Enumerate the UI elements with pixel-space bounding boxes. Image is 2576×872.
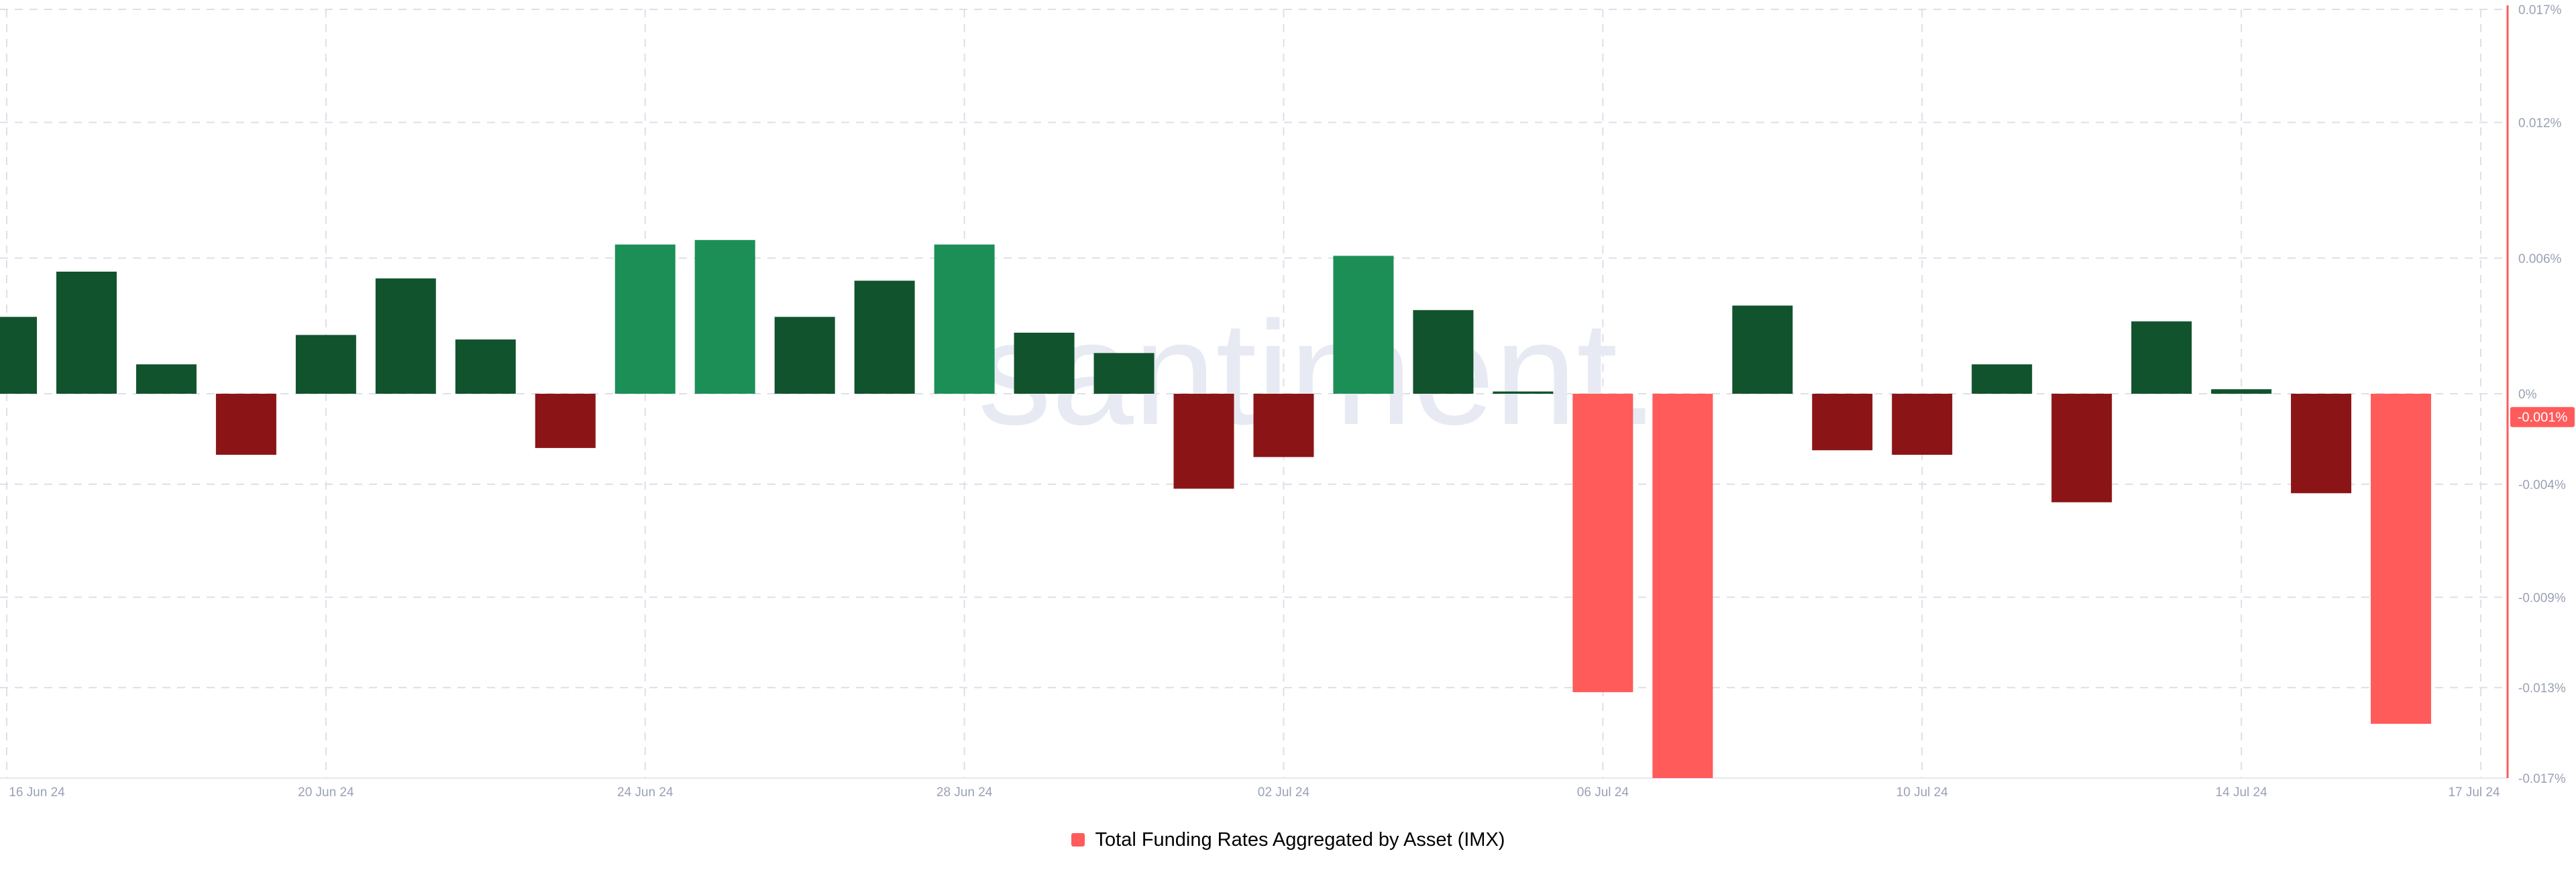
bar[interactable] xyxy=(535,394,596,448)
bar[interactable] xyxy=(0,317,37,394)
y-tick-label: 0.006% xyxy=(2518,252,2562,266)
chart-canvas: santiment. 16 Jun 24 20 Jun 24 24 Jun 24 28… xyxy=(0,3,2575,800)
bar[interactable] xyxy=(215,394,276,455)
x-tick-label: 24 Jun 24 xyxy=(617,785,674,800)
x-axis: 16 Jun 24 20 Jun 24 24 Jun 24 28 Jun 24 02 J… xyxy=(9,785,2500,800)
bar[interactable] xyxy=(2131,321,2192,394)
current-value-badge-bg xyxy=(2510,406,2575,427)
bar[interactable] xyxy=(1812,394,1873,451)
bar[interactable] xyxy=(934,244,995,394)
bar[interactable] xyxy=(1572,394,1633,692)
x-tick-label: 28 Jun 24 xyxy=(936,785,993,800)
y-tick-label: -0.013% xyxy=(2518,682,2566,696)
y-tick-label: -0.017% xyxy=(2518,772,2566,786)
bar[interactable] xyxy=(2371,394,2432,724)
bar[interactable] xyxy=(1493,391,1554,394)
y-tick-label: 0.017% xyxy=(2518,3,2562,17)
bar[interactable] xyxy=(1253,394,1314,457)
bar[interactable] xyxy=(1333,256,1394,394)
x-tick-label: 14 Jul 24 xyxy=(2216,785,2268,800)
legend-swatch xyxy=(1071,833,1085,847)
x-tick-label: 02 Jul 24 xyxy=(1258,785,1310,800)
bar[interactable] xyxy=(1093,353,1155,394)
y-tick-label: 0% xyxy=(2518,388,2537,402)
legend[interactable]: Total Funding Rates Aggregated by Asset … xyxy=(0,820,2576,860)
x-tick-label: 06 Jul 24 xyxy=(1577,785,1629,800)
bar[interactable] xyxy=(56,271,117,394)
current-value-label: -0.001% xyxy=(2518,411,2568,425)
x-tick-label: 16 Jun 24 xyxy=(9,785,65,800)
current-value-badge: -0.001% xyxy=(2510,406,2575,427)
bar[interactable] xyxy=(1972,364,2033,394)
bar[interactable] xyxy=(2051,394,2112,502)
bar[interactable] xyxy=(1732,305,1793,394)
bar[interactable] xyxy=(1014,332,1075,394)
x-tick-label: 17 Jul 24 xyxy=(2448,785,2500,800)
y-tick-label: -0.004% xyxy=(2518,478,2566,492)
y-axis: 0.017% 0.012% 0.006% 0% -0.004% -0.009% -0.013… xyxy=(2506,3,2575,786)
bar[interactable] xyxy=(1892,394,1953,455)
bar[interactable] xyxy=(1173,394,1234,489)
y-tick-label: 0.012% xyxy=(2518,117,2562,131)
legend-label: Total Funding Rates Aggregated by Asset … xyxy=(1095,828,1505,851)
bar[interactable] xyxy=(455,339,516,394)
bar[interactable] xyxy=(694,239,755,394)
x-tick-label: 10 Jul 24 xyxy=(1896,785,1949,800)
bar[interactable] xyxy=(614,244,676,394)
bar[interactable] xyxy=(375,278,436,394)
bar[interactable] xyxy=(2291,394,2352,494)
bar[interactable] xyxy=(1413,310,1474,394)
y-tick-label: -0.009% xyxy=(2518,591,2566,605)
bar[interactable] xyxy=(136,364,197,394)
bar[interactable] xyxy=(854,280,915,394)
bar[interactable] xyxy=(295,335,356,394)
bar[interactable] xyxy=(774,317,835,394)
bar[interactable] xyxy=(1652,394,1713,778)
x-tick-label: 20 Jun 24 xyxy=(298,785,354,800)
bars xyxy=(0,239,2432,778)
funding-rate-chart: santiment. 16 Jun 24 20 Jun 24 24 Jun 24 28… xyxy=(0,3,2575,800)
watermark: santiment. xyxy=(978,290,1659,455)
bar[interactable] xyxy=(2211,389,2272,394)
